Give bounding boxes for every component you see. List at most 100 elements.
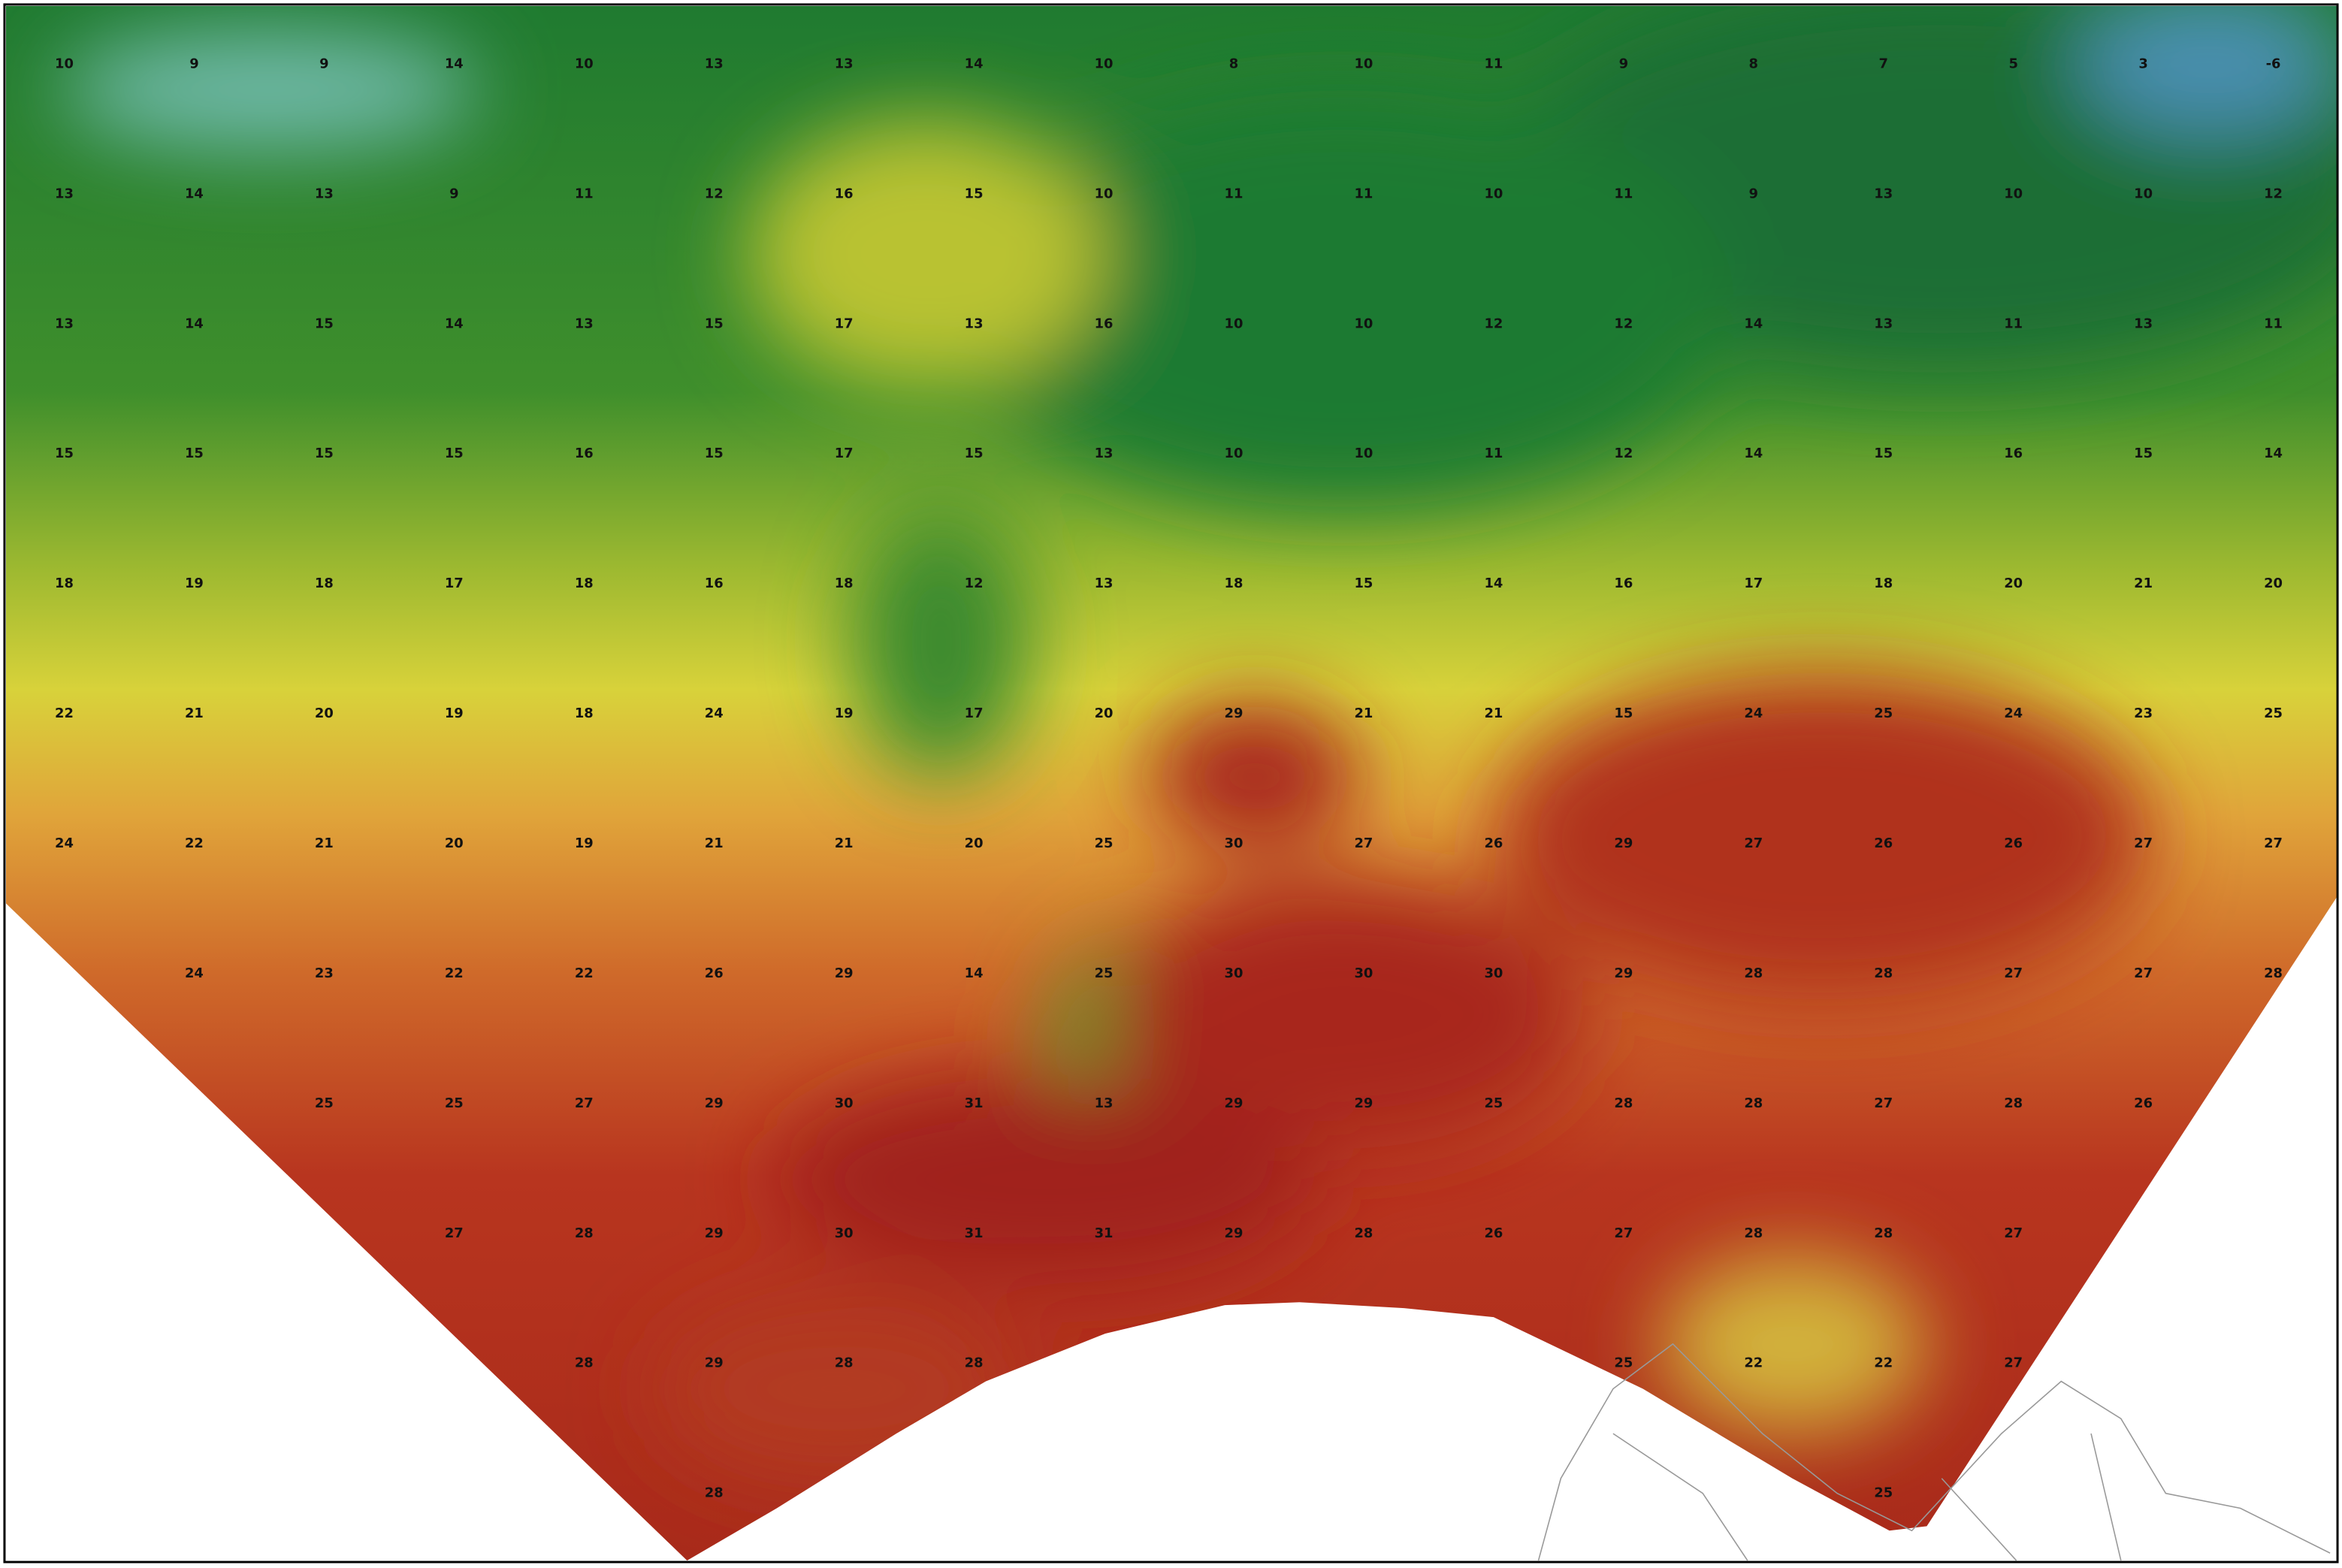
temperature-label: 27: [2264, 835, 2283, 851]
temperature-label: 29: [1354, 1095, 1373, 1111]
temperature-label: 15: [1874, 446, 1893, 461]
temperature-label: 28: [2264, 965, 2283, 981]
temperature-label: 20: [2264, 576, 2283, 591]
temperature-label: 12: [1614, 316, 1633, 331]
temperature-label: 18: [1874, 576, 1893, 591]
temperature-label: 15: [705, 316, 724, 331]
temperature-label: 29: [1614, 965, 1633, 981]
temperature-label: -6: [2266, 56, 2281, 71]
temperature-label: 10: [2004, 186, 2023, 201]
map-frame: [3, 3, 2339, 1563]
temperature-label: 28: [1874, 1225, 1893, 1241]
temperature-label: 18: [575, 705, 594, 721]
temperature-label: 14: [965, 965, 984, 981]
temperature-label: 29: [1614, 835, 1633, 851]
temperature-label: 22: [55, 705, 74, 721]
temperature-label: 10: [2134, 186, 2153, 201]
temperature-label: 11: [575, 186, 594, 201]
temperature-label: 27: [2004, 1225, 2023, 1241]
temperature-label: 10: [1095, 56, 1114, 71]
temperature-label: 11: [2004, 316, 2023, 331]
temperature-label: 29: [1225, 1225, 1244, 1241]
temperature-label: 15: [315, 446, 334, 461]
temperature-label: 25: [1614, 1355, 1633, 1371]
temperature-label: 9: [1619, 56, 1628, 71]
temperature-label: 13: [1874, 316, 1893, 331]
temperature-label: 30: [835, 1095, 854, 1111]
temperature-label: 14: [185, 186, 204, 201]
temperature-label: 27: [2004, 965, 2023, 981]
temperature-label: 26: [1484, 1225, 1503, 1241]
temperature-label: 14: [1484, 576, 1503, 591]
temperature-label: 14: [445, 56, 464, 71]
temperature-label: 24: [185, 965, 204, 981]
temperature-label: 9: [449, 186, 458, 201]
temperature-label: 18: [55, 576, 74, 591]
temperature-label: 17: [1744, 576, 1763, 591]
temperature-label: 16: [575, 446, 594, 461]
temperature-label: 12: [2264, 186, 2283, 201]
temperature-label: 28: [835, 1355, 854, 1371]
temperature-label: 27: [1744, 835, 1763, 851]
temperature-label: 17: [445, 576, 464, 591]
temperature-label: 17: [965, 705, 984, 721]
temperature-label: 20: [445, 835, 464, 851]
temperature-label: 31: [965, 1225, 984, 1241]
temperature-label: 10: [1484, 186, 1503, 201]
temperature-label: 13: [1095, 1095, 1114, 1111]
temperature-label: 10: [1354, 56, 1373, 71]
temperature-label: 12: [965, 576, 984, 591]
temperature-label: 18: [315, 576, 334, 591]
temperature-label: 29: [1225, 705, 1244, 721]
temperature-label: 30: [1225, 965, 1244, 981]
temperature-label: 27: [1614, 1225, 1633, 1241]
temperature-label: 30: [835, 1225, 854, 1241]
temperature-label: 11: [1484, 446, 1503, 461]
temperature-label: 11: [1484, 56, 1503, 71]
temperature-label: 25: [445, 1095, 464, 1111]
temperature-label: 30: [1225, 835, 1244, 851]
temperature-label: 11: [1614, 186, 1633, 201]
temperature-label: 30: [1484, 965, 1503, 981]
temperature-label: 27: [2134, 965, 2153, 981]
temperature-label: 25: [1484, 1095, 1503, 1111]
temperature-label: 17: [835, 316, 854, 331]
temperature-label: 14: [1744, 316, 1763, 331]
temperature-label: 13: [835, 56, 854, 71]
temperature-label: 23: [2134, 705, 2153, 721]
temperature-label: 21: [185, 705, 204, 721]
temperature-label: 14: [965, 56, 984, 71]
temperature-label: 10: [1354, 446, 1373, 461]
temperature-label: 19: [185, 576, 204, 591]
temperature-label: 26: [2134, 1095, 2153, 1111]
temperature-label: 24: [1744, 705, 1763, 721]
temperature-label: 12: [705, 186, 724, 201]
temperature-label: 10: [575, 56, 594, 71]
temperature-label: 10: [1095, 186, 1114, 201]
temperature-label: 29: [1225, 1095, 1244, 1111]
temperature-label: 8: [1229, 56, 1238, 71]
temperature-label: 10: [55, 56, 74, 71]
temperature-label: 14: [185, 316, 204, 331]
temperature-label: 15: [315, 316, 334, 331]
temperature-label: 16: [1614, 576, 1633, 591]
temperature-label: 16: [1095, 316, 1114, 331]
temperature-label: 14: [445, 316, 464, 331]
temperature-label: 28: [1614, 1095, 1633, 1111]
temperature-label: 21: [705, 835, 724, 851]
temperature-label: 5: [2008, 56, 2017, 71]
temperature-label: 21: [315, 835, 334, 851]
temperature-label: 15: [445, 446, 464, 461]
temperature-label: 23: [315, 965, 334, 981]
temperature-label: 25: [315, 1095, 334, 1111]
temperature-label: 28: [705, 1485, 724, 1501]
temperature-label: 16: [835, 186, 854, 201]
temperature-label: 29: [835, 965, 854, 981]
temperature-label: 14: [1744, 446, 1763, 461]
temperature-label: 19: [835, 705, 854, 721]
temperature-label: 28: [2004, 1095, 2023, 1111]
temperature-label: 17: [835, 446, 854, 461]
temperature-label: 15: [2134, 446, 2153, 461]
